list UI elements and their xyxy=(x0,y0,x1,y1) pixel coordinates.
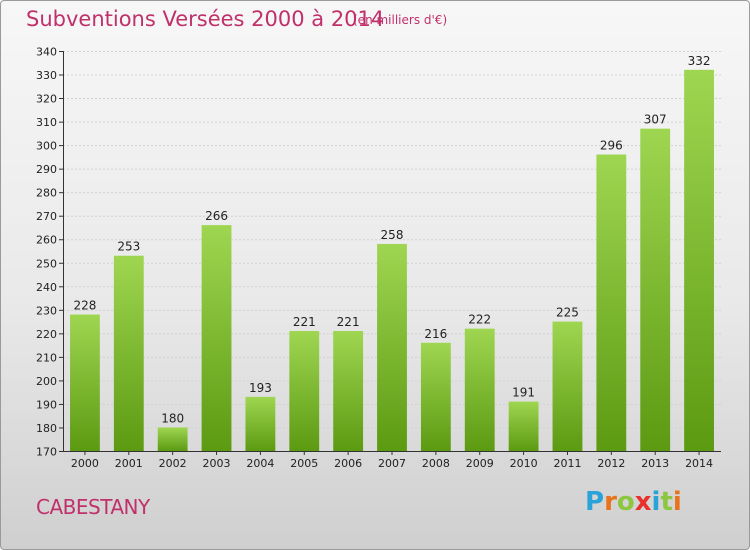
commune-name: CABESTANY xyxy=(36,495,150,519)
value-label-2000: 228 xyxy=(73,299,96,313)
x-tick-label-2014: 2014 xyxy=(685,457,713,470)
logo-letter: t xyxy=(660,487,673,517)
value-label-2004: 193 xyxy=(249,381,272,395)
value-label-2011: 225 xyxy=(556,306,579,320)
value-label-2003: 266 xyxy=(205,209,228,223)
logo-letter: i xyxy=(672,487,682,517)
logo-letter: x xyxy=(634,487,652,517)
x-tick-label-2010: 2010 xyxy=(510,457,538,470)
y-tick-label: 290 xyxy=(36,163,57,176)
value-label-2005: 221 xyxy=(293,315,316,329)
value-label-2006: 221 xyxy=(337,315,360,329)
bar-2006 xyxy=(333,331,364,451)
proxiti-logo: Proxiti xyxy=(585,487,682,517)
value-label-2013: 307 xyxy=(644,113,667,127)
y-tick-label: 200 xyxy=(36,375,57,388)
logo-letter: o xyxy=(616,487,635,517)
y-tick-label: 210 xyxy=(36,351,57,364)
chart-title: Subventions Versées 2000 à 2014 xyxy=(26,7,385,31)
bar-2010 xyxy=(508,401,539,451)
value-label-2014: 332 xyxy=(688,54,711,68)
x-tick-label-2008: 2008 xyxy=(422,457,450,470)
x-tick-label-2009: 2009 xyxy=(466,457,494,470)
bar-2002 xyxy=(157,427,188,451)
x-tick-label-2011: 2011 xyxy=(553,457,581,470)
bar-2005 xyxy=(289,331,320,451)
y-tick-label: 190 xyxy=(36,398,57,411)
logo-letter: i xyxy=(651,487,661,517)
x-tick-label-2001: 2001 xyxy=(115,457,143,470)
value-label-2009: 222 xyxy=(468,313,491,327)
y-tick-label: 330 xyxy=(36,69,57,82)
y-tick-label: 170 xyxy=(36,446,57,459)
bars xyxy=(70,69,714,451)
unit-label: (en milliers d'€) xyxy=(353,13,448,27)
bar-2007 xyxy=(377,243,407,451)
logo-letter: r xyxy=(604,487,617,517)
bar-2004 xyxy=(245,396,276,451)
value-label-2001: 253 xyxy=(117,240,140,254)
value-label-2012: 296 xyxy=(600,139,623,153)
x-tick-label-2013: 2013 xyxy=(641,457,669,470)
x-tick-label-2003: 2003 xyxy=(203,457,231,470)
bar-2000 xyxy=(70,314,100,451)
bar-2013 xyxy=(640,128,671,451)
value-label-2002: 180 xyxy=(161,411,184,425)
x-tick-label-2002: 2002 xyxy=(159,457,187,470)
bar-2014 xyxy=(684,69,714,451)
y-tick-label: 230 xyxy=(36,304,57,317)
bar-2008 xyxy=(420,342,451,451)
x-tick-label-2007: 2007 xyxy=(378,457,406,470)
y-tick-label: 310 xyxy=(36,116,57,129)
value-label-2007: 258 xyxy=(381,228,404,242)
x-tick-label-2005: 2005 xyxy=(290,457,318,470)
value-labels: 228 253 180 266 193 221 221 258 216 222 191 225 296 3… xyxy=(73,54,710,426)
value-label-2010: 191 xyxy=(512,386,535,400)
y-tick-label: 280 xyxy=(36,187,57,200)
y-tick-label: 250 xyxy=(36,257,57,270)
y-tick-label: 320 xyxy=(36,93,57,106)
axes: 170 180 190 200 210 220 230 240 250 260 270 280 290 3… xyxy=(36,46,721,470)
logo-letter: P xyxy=(585,487,605,517)
y-tick-label: 270 xyxy=(36,210,57,223)
bar-2003 xyxy=(201,225,232,451)
bar-2011 xyxy=(552,321,583,451)
x-tick-label-2012: 2012 xyxy=(597,457,625,470)
bar-2009 xyxy=(464,328,495,451)
y-tick-label: 240 xyxy=(36,281,57,294)
y-tick-label: 180 xyxy=(36,422,57,435)
x-tick-label-2000: 2000 xyxy=(71,457,99,470)
x-tick-label-2006: 2006 xyxy=(334,457,362,470)
bar-2012 xyxy=(596,154,627,451)
y-tick-label: 220 xyxy=(36,328,57,341)
x-tick-label-2004: 2004 xyxy=(246,457,274,470)
value-label-2008: 216 xyxy=(424,327,447,341)
y-tick-label: 260 xyxy=(36,234,57,247)
y-tick-label: 340 xyxy=(36,46,57,59)
bar-2001 xyxy=(113,255,144,451)
y-tick-label: 300 xyxy=(36,140,57,153)
